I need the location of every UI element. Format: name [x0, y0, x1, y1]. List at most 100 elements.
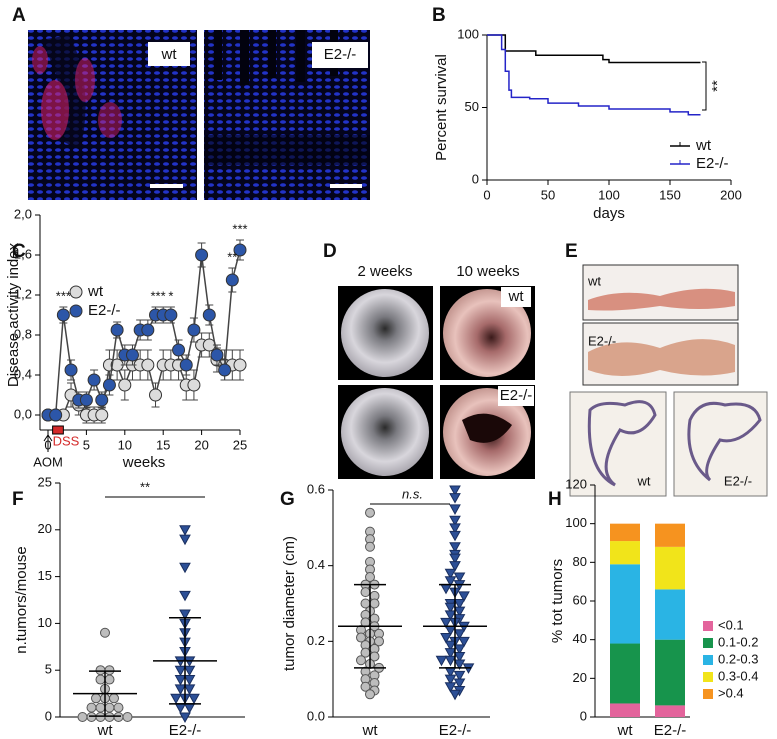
- point: [458, 591, 470, 602]
- y-tick-label: 0.2: [307, 633, 325, 648]
- legend-label: E2-/-: [88, 302, 121, 319]
- x-tick-label: E2-/-: [439, 722, 472, 739]
- sd-bar: [89, 670, 121, 717]
- point: [183, 675, 196, 686]
- start-arrow: [43, 434, 53, 452]
- point: [86, 702, 97, 713]
- image-label: wt: [161, 46, 178, 63]
- point: [449, 493, 461, 504]
- legend-swatch: [703, 655, 713, 665]
- y-tick-label: 15: [38, 568, 52, 583]
- marker: [187, 323, 201, 337]
- point: [179, 562, 191, 574]
- point: [449, 561, 461, 572]
- significance: *: [161, 288, 166, 303]
- point: [174, 684, 187, 695]
- bar-segment: [610, 643, 640, 704]
- x-tick-label: 15: [156, 437, 170, 452]
- x-tick-label: 100: [598, 187, 620, 202]
- point: [188, 693, 200, 705]
- point: [179, 534, 191, 546]
- y-tick-label: 1,2: [14, 286, 32, 301]
- point: [453, 678, 466, 689]
- bar-segment: [655, 705, 685, 717]
- marker: [141, 323, 155, 337]
- point: [440, 633, 452, 644]
- y-tick-label: 1,6: [14, 246, 32, 261]
- point: [104, 665, 115, 676]
- stain: [75, 58, 95, 102]
- point: [444, 610, 457, 621]
- point: [444, 568, 457, 580]
- panel-letter: D: [323, 241, 337, 262]
- point: [365, 689, 375, 700]
- x-tick-label: 10: [118, 437, 132, 452]
- point: [356, 632, 366, 643]
- y-axis-label: tumor diameter (cm): [281, 536, 298, 671]
- point: [100, 627, 110, 638]
- legend-swatch: [703, 672, 713, 682]
- y-axis-label: n.tumors/mouse: [13, 546, 30, 654]
- label-box: [498, 386, 534, 406]
- y-tick-label: 10: [38, 615, 52, 630]
- column-label: 10 weeks: [456, 263, 519, 280]
- point: [374, 636, 384, 647]
- label-box: [501, 287, 531, 307]
- micrograph-wt: wt: [28, 30, 197, 200]
- y-tick-label: 60: [573, 592, 587, 607]
- sd-bar: [439, 583, 471, 669]
- x-tick-label: E2-/-: [654, 722, 687, 739]
- endoscopy-images: wt E2-/-: [338, 286, 535, 479]
- point: [91, 693, 101, 704]
- point: [453, 659, 466, 671]
- legend-swatch: [703, 621, 713, 631]
- lumen: [443, 289, 531, 377]
- point: [440, 617, 452, 629]
- x-tick-label: wt: [97, 722, 114, 739]
- y-tick-label: 0.0: [307, 708, 325, 723]
- point: [179, 590, 191, 602]
- point: [453, 651, 466, 663]
- point: [444, 674, 457, 686]
- y-tick-label: 100: [457, 26, 479, 41]
- marker: [233, 243, 247, 257]
- x-tick-label: 150: [659, 187, 681, 202]
- point: [109, 693, 119, 704]
- marker: [49, 408, 63, 422]
- panel-letter: H: [548, 489, 562, 510]
- bar-segment: [610, 541, 640, 565]
- column-label: 2 weeks: [357, 263, 412, 280]
- y-tick-label: 2,0: [14, 206, 32, 221]
- point: [453, 599, 466, 610]
- point: [365, 572, 375, 583]
- point: [356, 655, 366, 666]
- y-tick-label: 0: [472, 171, 479, 186]
- sd-bar: [354, 583, 386, 669]
- point: [453, 644, 466, 655]
- image-label: E2-/-: [324, 46, 357, 63]
- point: [449, 553, 461, 565]
- point: [449, 515, 461, 527]
- lumen: [341, 388, 429, 476]
- stain: [41, 80, 69, 140]
- point: [95, 702, 106, 713]
- marker: [218, 363, 232, 377]
- marker: [95, 393, 109, 407]
- tissue-section: [687, 401, 762, 482]
- series-line: [487, 34, 701, 64]
- y-tick-label: 0: [580, 708, 587, 723]
- point: [365, 507, 375, 518]
- series-line: [487, 34, 701, 116]
- point: [453, 572, 466, 584]
- point: [449, 485, 461, 497]
- colon-photos: wt E2-/- wt E2-/-: [569, 264, 768, 497]
- row-label: wt: [508, 288, 525, 305]
- point: [104, 702, 115, 713]
- x-tick-label: 200: [720, 187, 742, 202]
- y-tick-label: 100: [565, 515, 587, 530]
- x-tick-label: wt: [362, 722, 379, 739]
- point: [440, 583, 452, 595]
- point: [179, 712, 191, 724]
- significance: **: [227, 249, 237, 264]
